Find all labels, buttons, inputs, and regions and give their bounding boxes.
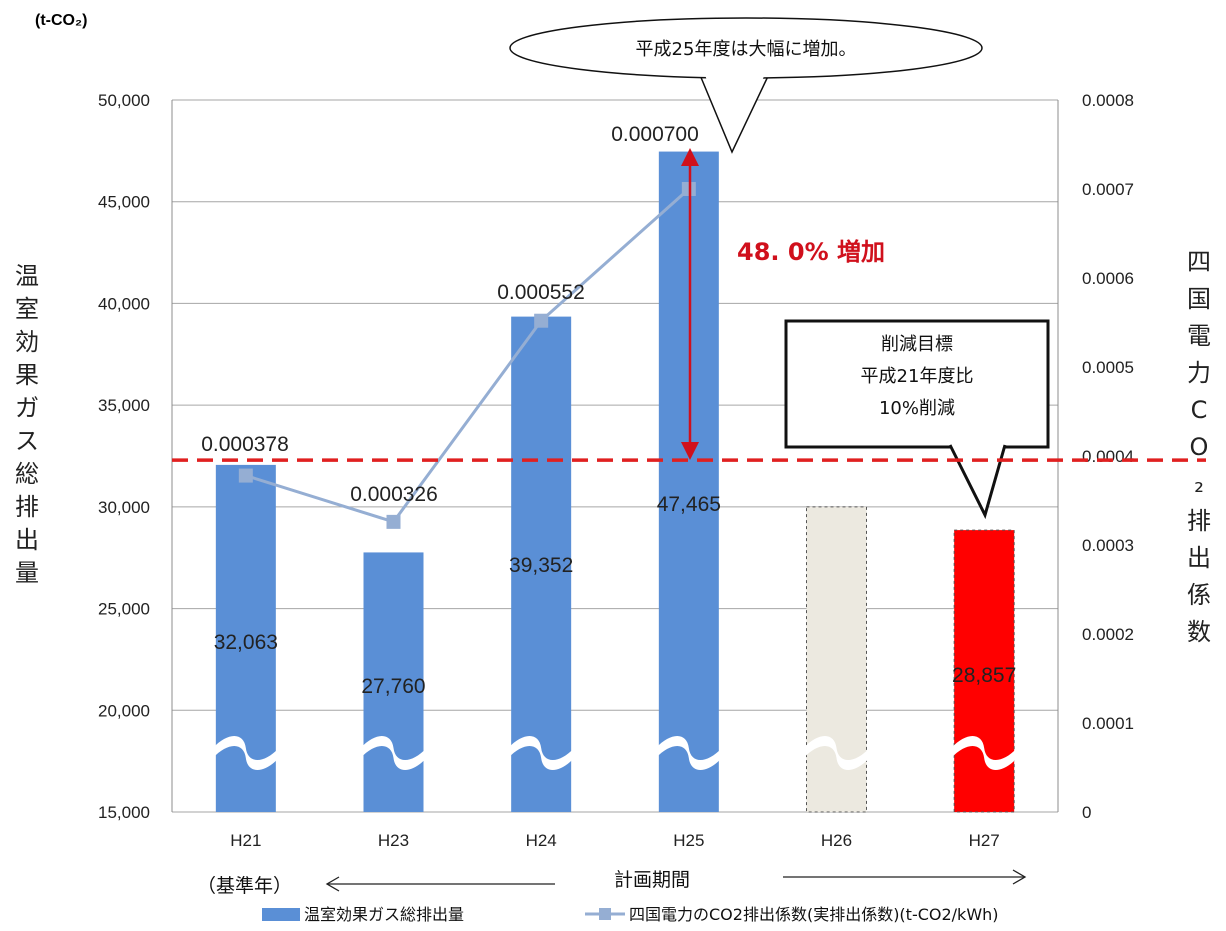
coefficient-point xyxy=(238,468,253,483)
legend-line-label: 四国電力のCO2排出係数(実排出係数)(t-CO2/kWh) xyxy=(629,905,999,924)
axis-break xyxy=(360,736,427,770)
axis-title-char: 出 xyxy=(1187,544,1211,572)
left-axis-title: 温室効果ガス総排出量 xyxy=(15,262,39,587)
bar-value-label: 39,352 xyxy=(509,554,573,577)
bar-value-label: 32,063 xyxy=(214,631,278,654)
right-tick-label: 0.0005 xyxy=(1082,358,1134,377)
category-label: H26 xyxy=(821,831,852,850)
left-tick-label: 30,000 xyxy=(98,498,150,517)
period-arrow-right xyxy=(783,869,1027,885)
axis-title-char: 出 xyxy=(15,526,39,554)
axis-title-char: ₂ xyxy=(1194,470,1204,498)
left-tick-label: 40,000 xyxy=(98,294,150,313)
data-labels: 32,063 27,760 39,352 47,465 28,857 0.000378 0.… xyxy=(201,123,1016,698)
legend-bar-swatch xyxy=(262,908,300,921)
axis-title-char: C xyxy=(1191,396,1208,424)
axis-title-char: 効 xyxy=(15,328,39,356)
left-tick-label: 45,000 xyxy=(98,193,150,212)
right-tick-label: 0.0001 xyxy=(1082,714,1134,733)
axis-break xyxy=(951,736,1018,770)
axis-title-char: 排 xyxy=(15,493,39,521)
right-tick-label: 0.0003 xyxy=(1082,536,1134,555)
axis-title-char: 係 xyxy=(1187,581,1211,609)
left-tick-label: 25,000 xyxy=(98,600,150,619)
axis-break xyxy=(803,736,870,770)
right-tick-label: 0.0007 xyxy=(1082,180,1134,199)
right-tick-label: 0.0002 xyxy=(1082,625,1134,644)
category-label: H27 xyxy=(969,831,1000,850)
svg-text:平成25年度は大幅に増加。: 平成25年度は大幅に増加。 xyxy=(636,39,857,60)
svg-text:削減目標: 削減目標 xyxy=(881,334,953,355)
period-arrow-left xyxy=(325,876,555,892)
coefficient-value-label: 0.000552 xyxy=(497,281,585,304)
increase-label: 48. 0% 増加 xyxy=(737,238,885,266)
gridlines xyxy=(172,99,1058,813)
axis-break xyxy=(508,736,575,770)
coefficient-point xyxy=(534,313,549,328)
bar-value-label: 27,760 xyxy=(361,675,425,698)
left-tick-label: 35,000 xyxy=(98,396,150,415)
axis-title-char: 力 xyxy=(1187,359,1211,387)
svg-text:平成21年度比: 平成21年度比 xyxy=(861,366,974,387)
axis-title-char: 量 xyxy=(15,559,39,587)
axis-break xyxy=(212,736,279,770)
bar-value-label: 28,857 xyxy=(952,664,1016,687)
bar xyxy=(511,316,572,812)
category-label: H25 xyxy=(673,831,704,850)
axis-title-char: 国 xyxy=(1187,285,1211,313)
coefficient-value-label: 0.000326 xyxy=(350,483,438,506)
legend-bar-label: 温室効果ガス総排出量 xyxy=(304,905,464,924)
coefficient-value-label: 0.000700 xyxy=(611,123,699,146)
base-year-label: （基準年） xyxy=(197,875,292,897)
axes: 15,000 20,000 25,000 30,000 35,000 40,000 45,0… xyxy=(98,91,1134,850)
axis-title-char: 四 xyxy=(1187,248,1211,276)
right-tick-label: 0.0008 xyxy=(1082,91,1134,110)
bar-value-label: 47,465 xyxy=(657,493,721,516)
axis-break xyxy=(655,736,722,770)
callout-top: 平成25年度は大幅に増加。 xyxy=(509,17,983,154)
callout-target: 削減目標 平成21年度比 10%削減 xyxy=(784,319,1050,520)
axis-title-char: O xyxy=(1190,433,1209,461)
axis-title-char: 電 xyxy=(1187,322,1211,350)
axis-title-char: 排 xyxy=(1187,507,1211,535)
left-tick-label: 15,000 xyxy=(98,803,150,822)
axis-title-char: 果 xyxy=(15,361,39,389)
right-tick-label: 0.0006 xyxy=(1082,269,1134,288)
axis-title-char: ス xyxy=(15,427,39,455)
axis-title-char: 温 xyxy=(15,262,39,290)
axis-title-char: 室 xyxy=(15,295,39,323)
coefficient-point xyxy=(386,514,401,529)
right-tick-label: 0 xyxy=(1082,803,1091,822)
left-tick-label: 20,000 xyxy=(98,701,150,720)
svg-text:10%削減: 10%削減 xyxy=(879,398,955,419)
right-tick-label: 0.0004 xyxy=(1082,447,1134,466)
axis-title-char: 総 xyxy=(15,460,39,488)
coefficient-value-label: 0.000378 xyxy=(201,433,289,456)
axis-title-char: 数 xyxy=(1187,618,1211,646)
coefficient-line-path xyxy=(245,187,690,524)
x-axis-title: 計画期間 xyxy=(614,869,690,891)
bars xyxy=(212,151,1018,813)
category-label: H21 xyxy=(230,831,261,850)
legend: 温室効果ガス総排出量 四国電力のCO2排出係数(実排出係数)(t-CO2/kWh… xyxy=(262,905,999,924)
left-tick-label: 50,000 xyxy=(98,91,150,110)
category-label: H24 xyxy=(526,831,557,850)
left-axis-unit: (t-CO₂) xyxy=(35,12,87,29)
axis-title-char: ガ xyxy=(15,394,39,422)
coefficient-line xyxy=(238,182,696,529)
category-label: H23 xyxy=(378,831,409,850)
bar xyxy=(363,552,424,812)
increase-arrow xyxy=(681,148,699,460)
